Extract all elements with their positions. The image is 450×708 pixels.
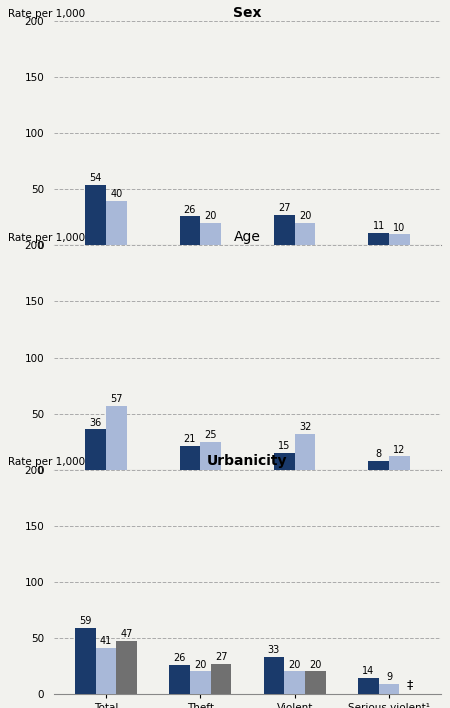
Text: 41: 41 bbox=[100, 636, 112, 646]
Bar bbox=[379, 684, 400, 694]
Text: 27: 27 bbox=[215, 652, 227, 662]
Legend: 12–14 years, 15–18 years: 12–14 years, 15–18 years bbox=[159, 542, 336, 561]
Bar bbox=[75, 628, 95, 694]
Bar bbox=[358, 678, 379, 694]
Text: 10: 10 bbox=[393, 222, 405, 232]
Title: Sex: Sex bbox=[233, 6, 262, 20]
Bar bbox=[274, 215, 295, 246]
Bar bbox=[106, 406, 127, 469]
Bar bbox=[85, 429, 106, 469]
Bar bbox=[295, 223, 315, 246]
Text: 20: 20 bbox=[194, 660, 207, 670]
Bar bbox=[190, 671, 211, 694]
Text: Rate per 1,000: Rate per 1,000 bbox=[8, 9, 85, 19]
Legend: Male, Female: Male, Female bbox=[191, 318, 304, 336]
Bar bbox=[284, 671, 305, 694]
Text: 11: 11 bbox=[373, 222, 385, 232]
Text: Rate per 1,000: Rate per 1,000 bbox=[8, 457, 85, 467]
Bar bbox=[368, 233, 389, 246]
Bar bbox=[200, 223, 221, 246]
X-axis label: Type of crime: Type of crime bbox=[212, 266, 283, 276]
Text: 20: 20 bbox=[309, 660, 322, 670]
Text: 47: 47 bbox=[121, 629, 133, 639]
Text: 57: 57 bbox=[110, 394, 122, 404]
Bar bbox=[264, 657, 284, 694]
Text: 59: 59 bbox=[79, 616, 91, 626]
Text: 40: 40 bbox=[110, 189, 122, 199]
Bar bbox=[389, 456, 410, 469]
Bar bbox=[180, 217, 200, 246]
Bar bbox=[389, 234, 410, 246]
Bar bbox=[211, 663, 231, 694]
Text: ‡: ‡ bbox=[407, 678, 413, 691]
Bar bbox=[295, 434, 315, 469]
Bar bbox=[106, 200, 127, 246]
Text: 36: 36 bbox=[90, 418, 102, 428]
Text: 20: 20 bbox=[204, 212, 217, 222]
Text: 32: 32 bbox=[299, 422, 311, 432]
Bar bbox=[95, 648, 116, 694]
X-axis label: Type of crime: Type of crime bbox=[212, 490, 283, 500]
Title: Urbanicity: Urbanicity bbox=[207, 455, 288, 469]
Bar bbox=[200, 442, 221, 469]
Bar bbox=[368, 461, 389, 469]
Text: 26: 26 bbox=[184, 205, 196, 215]
Text: 27: 27 bbox=[278, 203, 291, 214]
Text: 25: 25 bbox=[204, 430, 217, 440]
Text: 54: 54 bbox=[90, 173, 102, 183]
Text: 33: 33 bbox=[268, 645, 280, 655]
Text: 8: 8 bbox=[376, 449, 382, 459]
Text: 9: 9 bbox=[386, 672, 392, 682]
Bar bbox=[305, 671, 326, 694]
Text: 12: 12 bbox=[393, 445, 405, 455]
Bar bbox=[274, 453, 295, 469]
Text: 20: 20 bbox=[299, 212, 311, 222]
Bar bbox=[180, 446, 200, 469]
Text: Rate per 1,000: Rate per 1,000 bbox=[8, 233, 85, 244]
Bar bbox=[169, 665, 190, 694]
Text: 14: 14 bbox=[362, 666, 374, 676]
Text: 21: 21 bbox=[184, 435, 196, 445]
Bar bbox=[116, 641, 137, 694]
Text: 26: 26 bbox=[173, 653, 186, 663]
Text: 20: 20 bbox=[288, 660, 301, 670]
Title: Age: Age bbox=[234, 230, 261, 244]
Text: 15: 15 bbox=[278, 441, 291, 451]
Bar bbox=[85, 185, 106, 246]
